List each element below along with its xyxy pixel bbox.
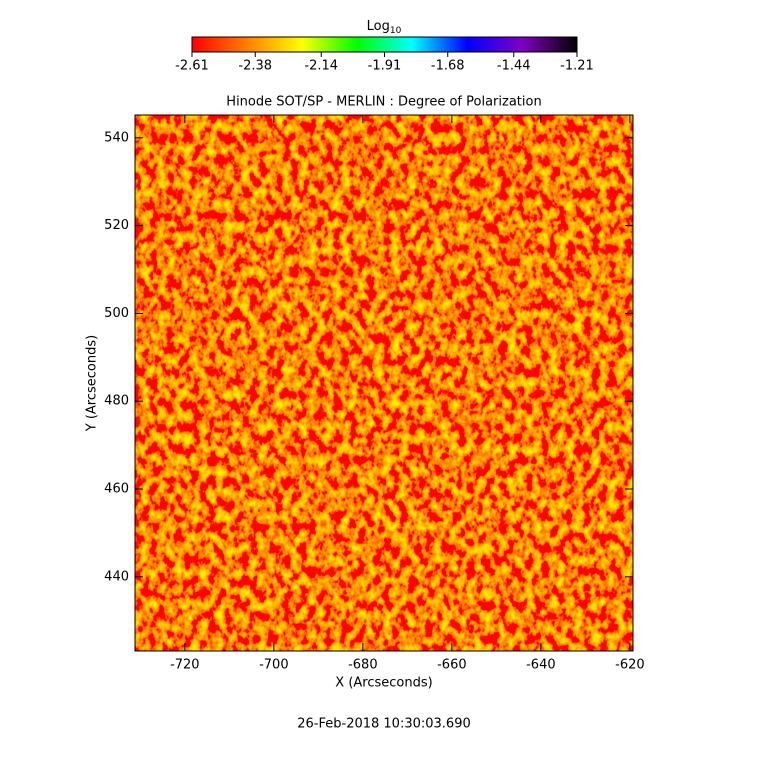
colorbar — [191, 36, 578, 53]
colorbar-tick-label: -2.61 — [175, 59, 209, 74]
plot-frame — [134, 114, 634, 652]
y-tick-label: 460 — [104, 482, 129, 497]
footer-date: 26-Feb-2018 10:30:03.690 — [297, 717, 471, 732]
y-tick-label: 520 — [104, 218, 129, 233]
x-tick-label: -700 — [259, 658, 289, 673]
y-tick-label: 440 — [104, 569, 129, 584]
x-tick-label: -620 — [615, 658, 645, 673]
y-tick-label: 480 — [104, 394, 129, 409]
colorbar-tick-label: -1.68 — [431, 59, 465, 74]
colorbar-tick-label: -1.44 — [497, 59, 531, 74]
colorbar-tick-label: -2.38 — [238, 59, 272, 74]
colorbar-tick-label: -2.14 — [304, 59, 338, 74]
chart-title: Hinode SOT/SP - MERLIN : Degree of Polar… — [226, 95, 541, 110]
x-tick-label: -680 — [348, 658, 378, 673]
x-tick-label: -720 — [170, 658, 200, 673]
y-tick-label: 540 — [104, 130, 129, 145]
x-axis-label: X (Arcseconds) — [335, 676, 432, 691]
y-axis-label: Y (Arcseconds) — [85, 335, 100, 432]
image — [135, 115, 633, 651]
y-tick-label: 500 — [104, 306, 129, 321]
x-tick-label: -640 — [526, 658, 556, 673]
colorbar-tick-label: -1.21 — [560, 59, 594, 74]
colorbar-label: Log10 — [367, 19, 402, 36]
x-tick-label: -660 — [437, 658, 467, 673]
colorbar-tick-label: -1.91 — [368, 59, 402, 74]
